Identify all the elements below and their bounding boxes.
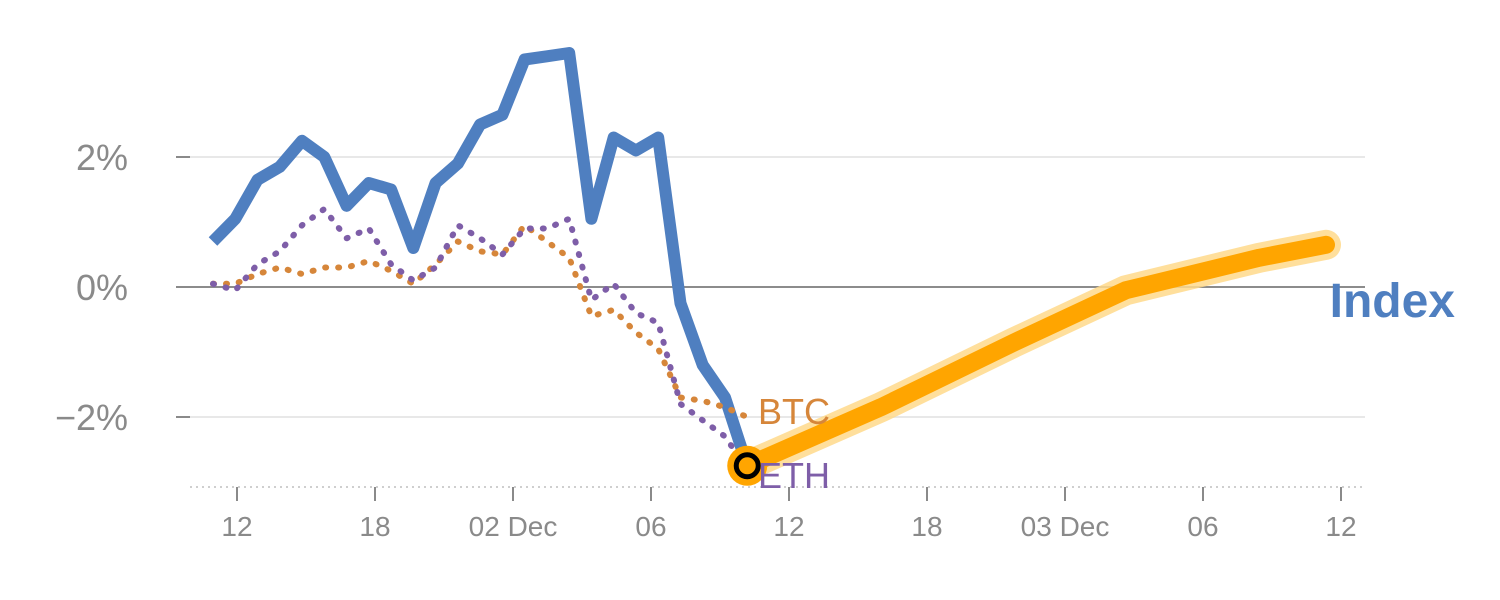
x-tick-label: 12 <box>1325 511 1356 542</box>
y-tick-label: 2% <box>76 137 128 178</box>
x-tick-label: 18 <box>911 511 942 542</box>
x-tick-label: 18 <box>359 511 390 542</box>
forecast-line <box>738 235 1335 475</box>
marker-layer <box>727 445 768 486</box>
x-tick-label: 03 Dec <box>1021 511 1110 542</box>
x-tick-label: 06 <box>1187 511 1218 542</box>
eth-series-label: ETH <box>758 455 830 496</box>
end-marker-inner <box>733 452 761 480</box>
btc-series-label: BTC <box>758 391 830 432</box>
end-marker-outer <box>727 445 768 486</box>
index-series-label: Index <box>1330 275 1456 328</box>
x-tick-label: 02 Dec <box>469 511 558 542</box>
series-layer <box>208 47 1341 481</box>
y-tick-label: 0% <box>76 267 128 308</box>
index-line <box>208 47 753 468</box>
btc-line <box>210 222 751 420</box>
y-tick-label: −2% <box>55 397 128 438</box>
eth-line <box>210 206 751 472</box>
x-tick-label: 12 <box>773 511 804 542</box>
label-layer: Index BTC ETH <box>758 275 1455 496</box>
axis-layer: 2% 0% −2% 12 18 02 Dec 06 12 18 03 Dec 06 12 <box>55 137 1365 542</box>
x-tick-label: 06 <box>635 511 666 542</box>
x-tick-label: 12 <box>221 511 252 542</box>
